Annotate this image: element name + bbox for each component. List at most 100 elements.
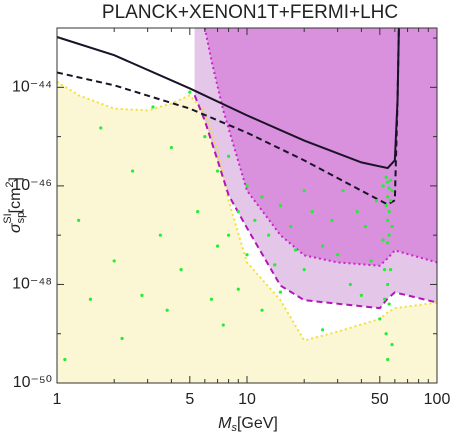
data-point: [355, 210, 359, 214]
x-label-main: M: [218, 415, 232, 432]
data-point: [390, 224, 394, 229]
data-point: [215, 169, 220, 173]
data-point: [387, 233, 391, 237]
data-point: [203, 135, 207, 139]
data-point: [384, 203, 388, 208]
data-point: [112, 259, 116, 263]
data-point: [384, 332, 388, 336]
y-label-sub: sp: [15, 212, 27, 224]
data-point: [140, 293, 144, 297]
data-point: [386, 282, 390, 287]
data-point: [278, 203, 283, 208]
data-point: [221, 323, 225, 327]
data-point: [245, 253, 249, 257]
data-point: [348, 282, 352, 287]
data-point: [131, 169, 135, 173]
data-point: [63, 357, 67, 362]
plot-area: [57, 28, 437, 383]
x-label-sub: s: [231, 422, 237, 434]
data-point: [310, 210, 314, 214]
data-point: [226, 154, 231, 158]
data-point: [363, 224, 368, 229]
y-label-main: σ: [7, 222, 24, 233]
data-point: [253, 218, 257, 222]
y-tick-label: 10⁻⁵⁰: [13, 374, 52, 391]
data-point: [321, 328, 325, 332]
data-point: [236, 210, 240, 214]
region-boundary: [193, 94, 437, 310]
data-point: [386, 180, 390, 184]
data-point: [386, 357, 390, 362]
data-point: [302, 189, 306, 193]
chart-title: PLANCK+XENON1T+FERMI+LHC: [102, 2, 398, 23]
data-point: [390, 343, 394, 347]
data-point: [77, 218, 81, 222]
data-point: [387, 210, 391, 214]
data-point: [245, 184, 249, 188]
x-label-unit: [GeV]: [237, 415, 278, 432]
data-point: [179, 268, 183, 272]
data-point: [386, 241, 390, 245]
region-fill: [57, 81, 437, 383]
data-point: [387, 302, 391, 306]
data-point: [390, 189, 394, 193]
y-axis-label: σspSI[cm2]: [2, 177, 27, 233]
data-point: [169, 145, 173, 150]
data-point: [99, 126, 103, 130]
data-point: [209, 297, 214, 301]
data-point: [336, 253, 340, 257]
data-point: [196, 210, 200, 214]
data-point: [165, 308, 169, 312]
x-tick-label: 1: [53, 391, 62, 408]
y-tick-label: 10⁻⁴⁴: [12, 79, 52, 96]
data-point: [151, 105, 155, 109]
data-point: [321, 244, 325, 248]
x-tick-label: 100: [424, 391, 451, 408]
x-tick-label: 50: [371, 391, 389, 408]
data-point: [293, 248, 298, 252]
data-point: [188, 90, 192, 94]
y-label-sup: SI: [2, 213, 14, 223]
data-point: [369, 259, 373, 263]
data-point: [381, 238, 385, 242]
data-point: [260, 195, 264, 199]
data-point: [389, 178, 393, 182]
data-point: [226, 233, 231, 237]
limit-line: [57, 28, 400, 170]
data-point: [378, 317, 382, 321]
data-point: [383, 268, 387, 272]
data-point: [330, 218, 334, 222]
data-point: [120, 336, 124, 341]
y-label-unit-sup: 2: [4, 181, 16, 187]
data-point: [88, 297, 93, 301]
data-point: [289, 224, 293, 229]
data-point: [267, 233, 271, 237]
data-point: [386, 218, 390, 222]
data-point: [374, 199, 379, 203]
region-fill: [204, 28, 437, 266]
data-point: [260, 308, 264, 312]
region-boundary: [203, 28, 437, 267]
data-point: [381, 184, 385, 188]
data-point: [389, 199, 393, 203]
y-label-unit-end: ]: [7, 177, 24, 181]
y-tick-label: 10⁻⁴⁶: [12, 177, 52, 194]
data-point: [386, 195, 390, 199]
data-point: [389, 268, 393, 272]
data-point: [383, 297, 387, 301]
data-point: [302, 268, 306, 272]
x-tick-label: 5: [185, 391, 194, 408]
data-point: [278, 290, 283, 294]
data-point: [341, 189, 345, 193]
data-point: [215, 244, 220, 248]
x-axis-label: Ms[GeV]: [218, 415, 278, 434]
data-point: [384, 175, 388, 179]
data-point: [158, 233, 162, 237]
region-boundary: [57, 80, 437, 342]
data-point: [387, 186, 391, 190]
data-point: [359, 293, 363, 297]
x-tick-label: 10: [238, 391, 256, 408]
data-point: [236, 287, 240, 291]
y-label-unit: [cm: [7, 188, 24, 214]
